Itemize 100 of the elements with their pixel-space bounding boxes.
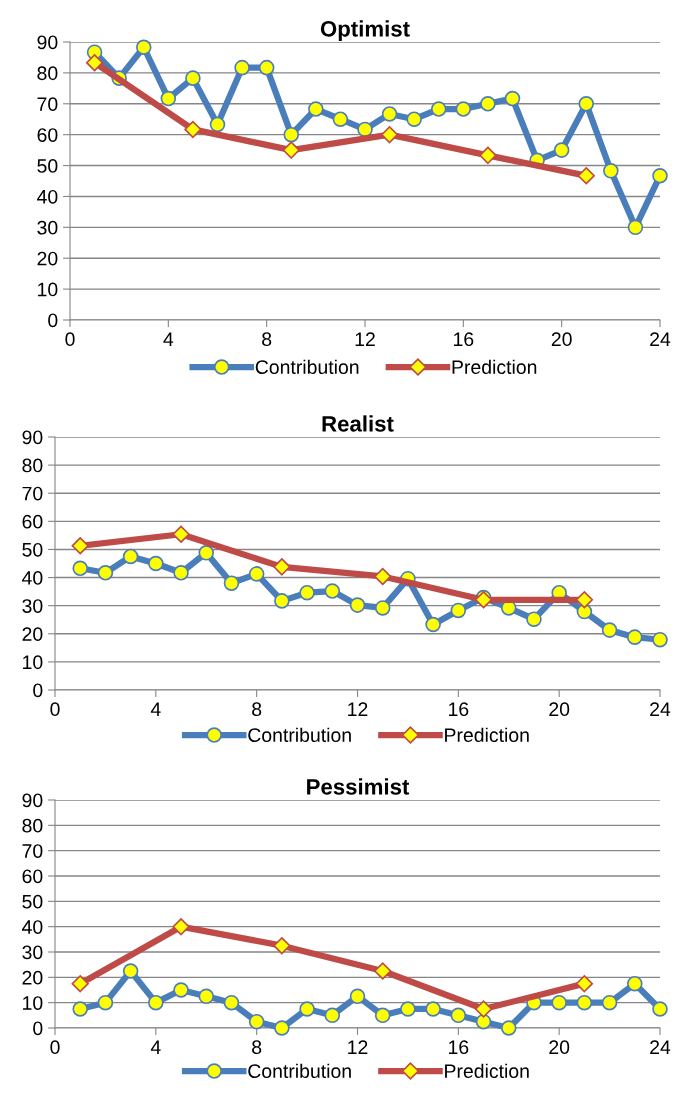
point — [475, 1013, 492, 1030]
point — [450, 1007, 467, 1024]
chart-title: Pessimist — [307, 778, 410, 795]
point — [374, 567, 392, 586]
x-tick-label: 24 — [650, 702, 671, 716]
point — [578, 95, 595, 112]
point — [248, 566, 265, 582]
point — [198, 545, 215, 561]
y-tick-label: 60 — [37, 128, 58, 142]
point — [603, 163, 619, 179]
legend-label: Contribution — [248, 727, 351, 743]
point — [234, 59, 250, 76]
y-tick-label: 90 — [37, 35, 58, 50]
point — [357, 121, 373, 138]
x-tick-label: 4 — [163, 332, 174, 346]
point — [551, 994, 567, 1011]
y-tick-label: 30 — [22, 599, 43, 613]
legend-label: Contribution — [248, 1063, 351, 1079]
x-tick-label: 8 — [262, 332, 272, 347]
chart-title: Optimist — [320, 20, 410, 42]
point — [71, 537, 89, 555]
point — [576, 994, 593, 1011]
y-tick-label: 70 — [22, 486, 43, 501]
x-tick-label: 12 — [355, 332, 375, 346]
point — [455, 101, 472, 117]
y-tick-label: 10 — [23, 996, 43, 1010]
y-tick-label: 20 — [37, 251, 58, 266]
y-tick-label: 80 — [37, 66, 58, 81]
y-tick-label: 70 — [37, 97, 58, 112]
point — [479, 146, 497, 165]
point — [248, 1013, 265, 1030]
point — [185, 70, 201, 86]
x-tick-label: 4 — [150, 1040, 161, 1054]
y-tick-label: 0 — [33, 683, 43, 698]
point — [349, 988, 366, 1005]
x-tick-label: 20 — [549, 1040, 570, 1055]
point — [274, 1020, 290, 1036]
y-tick-label: 20 — [22, 970, 43, 985]
point — [575, 591, 594, 609]
point — [601, 994, 618, 1011]
y-tick-label: 0 — [48, 313, 58, 328]
point — [474, 1000, 493, 1018]
point — [500, 1020, 517, 1036]
x-tick-label: 12 — [348, 1040, 368, 1054]
y-tick-label: 30 — [22, 945, 43, 960]
y-tick-label: 0 — [33, 1021, 43, 1036]
point — [324, 1007, 341, 1024]
legend-label: Prediction — [452, 359, 537, 375]
point — [553, 142, 570, 158]
point — [425, 616, 441, 633]
y-tick-label: 20 — [22, 627, 43, 642]
point — [430, 101, 447, 117]
point — [223, 994, 240, 1011]
point — [72, 1001, 88, 1017]
point — [172, 525, 190, 543]
y-tick-label: 80 — [22, 818, 43, 833]
point — [308, 101, 324, 117]
x-tick-label: 8 — [252, 1040, 262, 1055]
y-tick-label: 10 — [38, 282, 58, 297]
point — [283, 126, 300, 143]
point — [406, 111, 422, 128]
point — [273, 936, 291, 955]
y-tick-label: 40 — [37, 189, 58, 204]
point — [122, 548, 139, 565]
x-tick-label: 12 — [348, 702, 368, 716]
point — [85, 54, 104, 72]
point — [425, 1001, 441, 1017]
point — [450, 602, 467, 619]
point — [652, 1001, 668, 1017]
x-tick-label: 16 — [449, 1040, 469, 1055]
point — [374, 1007, 391, 1024]
x-tick-label: 0 — [65, 332, 75, 347]
legend-label: Contribution — [255, 359, 359, 375]
point — [504, 90, 521, 107]
y-tick-label: 40 — [22, 571, 43, 585]
point — [332, 111, 349, 128]
point — [135, 39, 152, 56]
x-tick-label: 8 — [252, 702, 262, 717]
point — [172, 917, 190, 936]
point — [374, 962, 392, 980]
x-tick-label: 16 — [454, 332, 474, 347]
point — [148, 555, 164, 572]
y-tick-label: 90 — [22, 793, 43, 808]
point — [575, 974, 594, 993]
legend-label: Prediction — [445, 727, 529, 743]
point — [160, 90, 177, 107]
point — [173, 982, 189, 998]
legend-label: Prediction — [445, 1063, 529, 1079]
point — [299, 584, 315, 601]
x-tick-label: 24 — [650, 1040, 671, 1054]
point — [71, 974, 89, 993]
point — [198, 988, 215, 1005]
x-tick-label: 24 — [650, 332, 671, 346]
point — [273, 558, 291, 576]
y-tick-label: 50 — [22, 542, 43, 557]
x-tick-label: 4 — [150, 702, 161, 716]
point — [601, 622, 618, 638]
point — [349, 597, 366, 613]
point — [652, 167, 668, 184]
point — [577, 167, 595, 185]
